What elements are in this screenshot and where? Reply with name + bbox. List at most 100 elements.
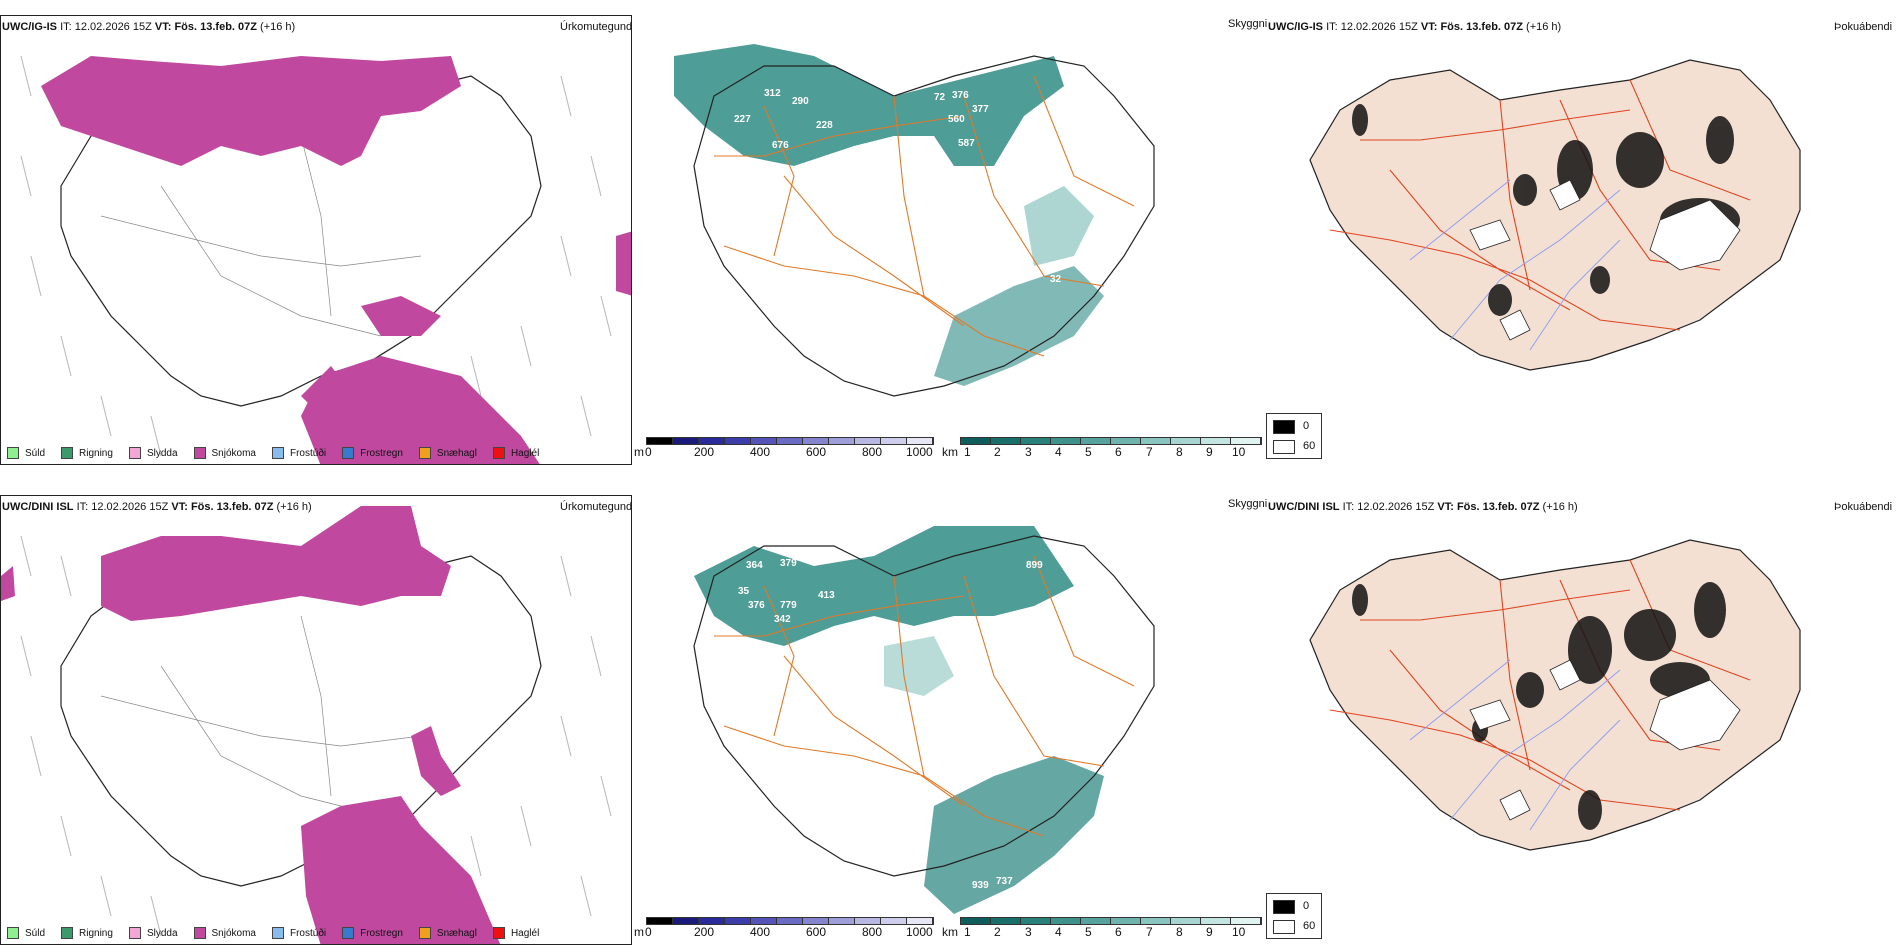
visibility-colorbar-2: km 1 2 3 4 5 6 7 8 9 10 [942,917,1264,939]
legend-swatch [418,447,431,459]
precip-legend: Súld Rigning Slydda Snjókoma Frostúði Fr… [7,926,539,940]
legend-item: Haglél [492,447,540,459]
vt-label: VT: [1437,501,1454,513]
vt-value: Fös. 13.feb. 07Z [190,501,274,513]
colorbar-segment [751,918,777,924]
legend-label: Frostúði [289,447,327,459]
colorbar-segment [1141,438,1171,444]
glaciers [1469,179,1741,341]
peak-labels: 364 379 35 376 779 413 342 899 939 737 [738,558,1043,891]
fog-scale-2: 0 60 [1266,893,1322,939]
peak-labels: 312 290 227 228 676 72 376 560 377 587 3… [734,88,1062,285]
fog-scale-min-label: 60 [1303,440,1316,452]
snow-area-southwest [301,366,346,416]
snow-area-far-east [616,231,631,296]
tick-label: 600 [806,925,827,939]
legend-item: Frostúði [271,447,327,459]
precip-type-map-2: Súld Rigning Slydda Snjókoma Frostúði Fr… [0,495,632,945]
fog-scale-max-swatch [1273,900,1295,914]
colorbar-segment [1081,918,1111,924]
legend-swatch [128,447,141,459]
tick-label: 400 [750,925,771,939]
precip-header-1: UWC/IG-IS IT: 12.02.2026 15Z VT: Fös. 13… [2,21,295,33]
road-network [1329,79,1751,331]
snow-area-south [301,796,501,944]
legend-label: Rigning [79,927,113,939]
colorbar-segment [881,438,907,444]
legend-item: Snæhagl [418,927,477,939]
legend-label: Snjókoma [211,447,256,459]
colorbar-segment [777,438,803,444]
fog-scale-max-label: 0 [1303,900,1310,912]
colorbar-segment [673,918,699,924]
colorbar-segment [961,438,991,444]
colorbar-segment [1021,438,1051,444]
fog-title-1: Þokuábendi [1834,21,1893,33]
lead-time: (+16 h) [1526,21,1562,33]
visibility-title-2: Skyggni [1228,498,1268,510]
vt-value: Fös. 13.feb. 07Z [174,21,257,33]
tick-label: 5 [1085,445,1092,459]
legend-label: Snæhagl [436,447,477,459]
tick-label: 3 [1025,925,1032,939]
tick-label: 10 [1232,445,1246,459]
fog-scale-max-swatch [1273,420,1295,434]
elevation-unit: m [634,925,644,939]
rivers [1409,659,1621,831]
colorbar-segment [1171,918,1201,924]
legend-item: Rigning [61,927,113,939]
model-title: UWC/IG-IS [1268,21,1323,33]
tick-label: 1000 [906,445,933,459]
precip-map-svg-2 [1,506,612,944]
legend-swatch [7,927,19,939]
it-label: IT: [60,21,72,33]
colorbar-segment [725,438,751,444]
colorbar-segment [961,918,991,924]
lead-time: (+16 h) [260,21,296,33]
colorbar-segment [1111,918,1141,924]
precip-legend: Súld Rigning Slydda Snjókoma Frostúði Fr… [7,446,539,460]
colorbar-segment [699,918,725,924]
legend-label: Slydda [146,447,178,459]
colorbar-segment [1141,918,1171,924]
fog-scale-1: 0 60 [1266,413,1322,459]
snow-area-west [1,566,15,601]
legend-swatch [342,447,355,459]
elevation-colorbar-1: m 0 200 400 600 800 1000 [634,437,936,459]
legend-swatch [7,447,19,459]
colorbar-segment [1171,438,1201,444]
legend-item: Snjókoma [193,447,256,459]
model-title: UWC/IG-IS [2,21,57,33]
fog-scale-min-swatch [1273,920,1295,934]
legend-label: Haglél [510,447,540,459]
fog-scale-max-label: 0 [1303,420,1310,432]
fog-indicator-map-2 [1300,520,1860,900]
colorbar-segment [699,438,725,444]
colorbar-segment [1201,438,1231,444]
visibility-unit: km [942,925,958,939]
precip-title-2: Úrkomutegund [560,501,633,513]
tick-label: 3 [1025,445,1032,459]
visibility-title-1: Skyggni [1228,18,1268,30]
it-value: 12.02.2026 15Z [91,501,169,513]
elevation-colorbar-2: m 0 200 400 600 800 1000 [634,917,936,939]
legend-label: Snæhagl [436,927,477,939]
legend-item: Súld [7,447,45,459]
visibility-bar [960,917,1262,925]
elevation-unit: m [634,445,644,459]
visibility-map-svg-2: 364 379 35 376 779 413 342 899 939 737 [693,526,1155,914]
tick-label: 1 [964,445,971,459]
peak-label: 376 [748,600,765,611]
legend-swatch [271,447,284,459]
vt-label: VT: [1420,21,1438,33]
peak-label: 228 [816,120,833,131]
legend-swatch [492,447,505,459]
tick-label: 800 [862,445,883,459]
peak-label: 377 [972,104,989,115]
visibility-map-svg-1: 312 290 227 228 676 72 376 560 377 587 3… [674,44,1155,397]
peak-label: 290 [792,96,809,107]
tick-label: 8 [1176,925,1183,939]
tick-label: 10 [1232,925,1246,939]
legend-swatch [492,927,505,939]
peak-label: 587 [958,138,975,149]
